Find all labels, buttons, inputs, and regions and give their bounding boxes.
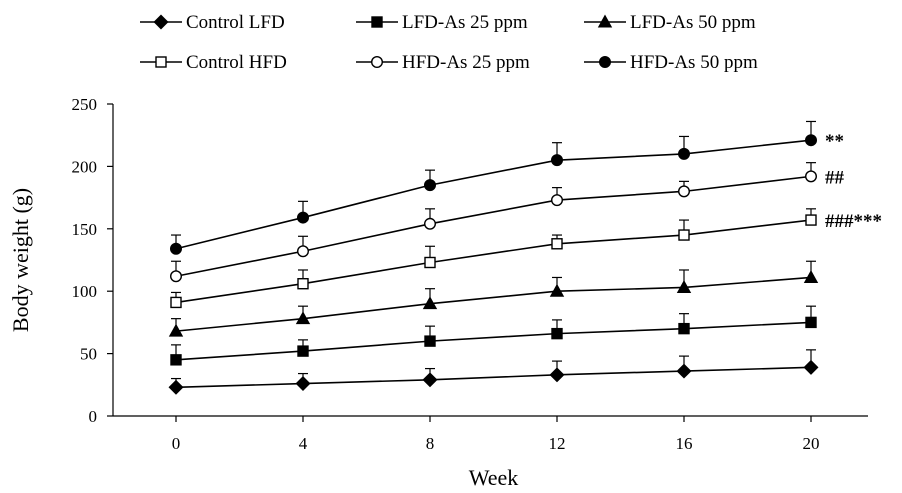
data-point: [549, 283, 565, 297]
data-point: [678, 147, 691, 160]
legend-label: HFD-As 50 ppm: [630, 52, 758, 73]
legend-marker: [597, 14, 613, 28]
series-line: [175, 321, 812, 361]
data-point: [295, 311, 311, 325]
x-tick-label: 0: [172, 434, 181, 453]
y-tick-label: 150: [72, 220, 98, 239]
x-tick-label: 16: [676, 434, 693, 453]
x-tick-label: 8: [426, 434, 435, 453]
data-point: [424, 217, 437, 230]
y-tick-label: 50: [80, 345, 97, 364]
series-line: [175, 139, 812, 250]
series-line: [175, 276, 812, 332]
data-point: [424, 335, 436, 347]
series-line: [175, 366, 812, 389]
data-point: [551, 327, 563, 340]
x-tick-label: 20: [803, 434, 820, 453]
significance-annotation: ##: [825, 167, 845, 188]
legend-item-6: HFD-As 50 ppm: [584, 52, 758, 73]
y-axis-title: Body weight (g): [8, 188, 33, 332]
y-tick-label: 250: [72, 95, 98, 114]
legend-marker: [153, 14, 169, 30]
data-point: [803, 359, 819, 375]
data-point: [424, 179, 437, 192]
y-tick-label: 0: [89, 407, 98, 426]
data-point: [169, 270, 182, 283]
legend-marker: [371, 16, 383, 28]
data-point: [424, 256, 436, 269]
significance-annotation: **: [825, 131, 844, 152]
legend-marker: [599, 56, 612, 69]
data-point: [676, 363, 692, 379]
series-1: [168, 349, 819, 395]
data-point: [422, 372, 438, 388]
data-point: [297, 278, 309, 290]
data-point: [170, 354, 182, 366]
annotations: ** ## ###***: [825, 131, 882, 232]
data-point: [805, 214, 817, 226]
legend-item-1: Control LFD: [140, 12, 285, 33]
data-point: [551, 238, 563, 250]
legend-label: Control HFD: [186, 52, 287, 73]
data-point: [168, 379, 184, 395]
data-point: [678, 185, 691, 198]
legend-label: Control LFD: [186, 12, 285, 33]
significance-annotation: ###***: [825, 211, 882, 232]
data-point: [297, 345, 309, 357]
series-4: [170, 208, 817, 309]
series-5: [169, 162, 818, 283]
data-point: [551, 154, 564, 167]
x-axis-title: Week: [469, 465, 519, 490]
legend-marker: [155, 56, 167, 68]
data-point: [297, 211, 310, 224]
series-line: [175, 219, 812, 304]
data-point: [168, 323, 184, 337]
data-point: [422, 296, 438, 310]
data-point: [170, 296, 182, 309]
data-point: [678, 322, 690, 335]
legend-item-4: Control HFD: [140, 52, 287, 73]
data-point: [676, 280, 692, 293]
data-point: [805, 170, 818, 183]
data-point: [169, 242, 182, 255]
x-tick-label: 12: [549, 434, 566, 453]
data-point: [295, 376, 311, 392]
legend-marker: [371, 56, 384, 69]
legend-label: LFD-As 50 ppm: [630, 12, 756, 33]
data-point: [297, 245, 310, 258]
x-tick-label: 4: [299, 434, 308, 453]
data-point: [805, 134, 818, 147]
data-point: [805, 316, 817, 329]
legend-item-3: LFD-As 50 ppm: [584, 12, 756, 33]
y-tick-label: 200: [72, 157, 98, 176]
y-tick-label: 100: [72, 282, 98, 301]
legend-item-2: LFD-As 25 ppm: [356, 12, 528, 33]
legend-label: LFD-As 25 ppm: [402, 12, 528, 33]
series-group: [168, 120, 819, 395]
data-point: [549, 367, 565, 383]
series-line: [175, 175, 812, 278]
legend-label: HFD-As 25 ppm: [402, 52, 530, 73]
legend-item-5: HFD-As 25 ppm: [356, 52, 530, 73]
data-point: [678, 229, 690, 241]
series-3: [168, 260, 819, 337]
series-2: [170, 305, 817, 366]
data-point: [551, 194, 564, 207]
axes: 0 50 100 150 200 250 0 4 8 12 16 20: [72, 95, 868, 453]
data-point: [803, 270, 819, 283]
legend: Control LFD LFD-As 25 ppm LFD-As 50 ppm Con…: [140, 12, 758, 73]
series-6: [169, 120, 818, 255]
